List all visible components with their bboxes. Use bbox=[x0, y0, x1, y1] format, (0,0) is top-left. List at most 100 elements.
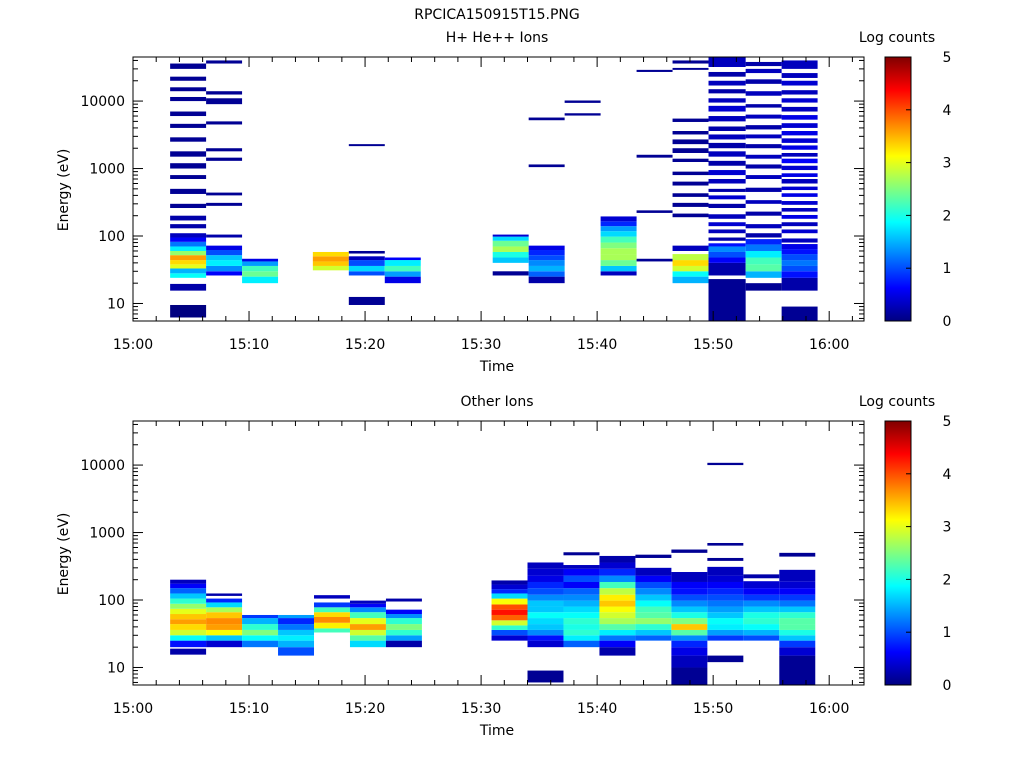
heatmap-cell bbox=[599, 562, 636, 569]
heatmap-cell bbox=[779, 606, 816, 613]
heatmap-cell bbox=[781, 265, 818, 272]
heatmap-cell bbox=[635, 618, 672, 625]
heatmap-cell bbox=[745, 61, 782, 67]
heatmap-cell bbox=[781, 60, 818, 69]
panel-h-he-ions: H+ He++ Ions Energy (eV) Time Log counts… bbox=[56, 30, 952, 375]
heatmap-cell bbox=[672, 271, 709, 277]
heatmap-cell bbox=[745, 187, 782, 192]
heatmap-cell bbox=[745, 250, 782, 258]
heatmap-cell bbox=[563, 640, 600, 648]
heatmap-cell bbox=[242, 640, 279, 648]
heatmap-cell bbox=[781, 244, 818, 250]
heatmap-cell bbox=[348, 265, 385, 272]
heatmap-cell bbox=[564, 113, 601, 116]
heatmap-cell bbox=[599, 612, 636, 619]
heatmap-cell bbox=[743, 629, 780, 636]
heatmap-cell bbox=[206, 624, 243, 630]
heatmap-cell bbox=[528, 245, 565, 251]
colorbar-2: 0 1 2 3 4 5 bbox=[884, 414, 952, 694]
heatmap-cell bbox=[781, 80, 818, 86]
heatmap-cell bbox=[671, 635, 708, 641]
heatmap-cell bbox=[708, 142, 746, 149]
heatmap-cell bbox=[600, 248, 637, 255]
heatmap-cell bbox=[314, 617, 350, 623]
heatmap-cell bbox=[672, 181, 709, 186]
heatmap-cell bbox=[708, 98, 746, 103]
heatmap-cell bbox=[242, 265, 279, 272]
colorbar-gradient bbox=[884, 56, 912, 322]
heatmap-cell bbox=[170, 640, 207, 648]
heatmap-cell bbox=[636, 154, 673, 158]
heatmap-cell bbox=[672, 60, 709, 64]
heatmap-cell bbox=[349, 624, 386, 630]
heatmap-cell bbox=[528, 276, 565, 284]
heatmap-cell bbox=[781, 208, 818, 212]
heatmap-cell bbox=[671, 629, 708, 636]
heatmap-cell bbox=[708, 105, 746, 112]
heatmap-cell bbox=[206, 192, 243, 196]
heatmap-cell bbox=[170, 608, 207, 615]
heatmap-cell bbox=[491, 614, 528, 621]
heatmap-cell bbox=[599, 647, 636, 656]
heatmap-cell bbox=[635, 567, 672, 576]
heatmap-cell bbox=[170, 593, 207, 599]
heatmap-cell bbox=[779, 647, 816, 656]
heatmap-cell bbox=[528, 265, 565, 272]
heatmap-cell bbox=[781, 158, 818, 164]
heatmap-cell bbox=[527, 581, 564, 589]
heatmap-cell bbox=[781, 131, 818, 136]
heatmap-cell bbox=[708, 229, 746, 234]
heatmap-cell bbox=[707, 606, 744, 613]
heatmap-cell bbox=[599, 640, 636, 648]
heatmap-cell bbox=[671, 572, 708, 582]
panel-2-title: Other Ions bbox=[460, 394, 533, 410]
heatmap-cell bbox=[491, 589, 528, 594]
heatmap-cell bbox=[599, 568, 636, 576]
colorbar-tick-label: 2 bbox=[943, 208, 952, 224]
heatmap-cell bbox=[671, 612, 708, 619]
heatmap-cell bbox=[707, 462, 744, 466]
heatmap-cell bbox=[563, 635, 600, 641]
heatmap-cell bbox=[278, 618, 315, 625]
heatmap-cell bbox=[206, 98, 243, 105]
heatmap-cell bbox=[312, 256, 349, 262]
heatmap-cell bbox=[349, 640, 386, 648]
panel-1-ylabel: Energy (eV) bbox=[56, 149, 72, 232]
heatmap-cell bbox=[743, 574, 780, 579]
heatmap-cell bbox=[708, 151, 746, 157]
heatmap-cell bbox=[707, 566, 744, 576]
heatmap-cell bbox=[671, 581, 708, 589]
heatmap-cell bbox=[745, 211, 782, 216]
heatmap-cell bbox=[672, 67, 709, 70]
heatmap-cell bbox=[348, 271, 385, 276]
heatmap-cell bbox=[170, 63, 207, 69]
figure-title: RPCICA150915T15.PNG bbox=[414, 7, 579, 23]
panel-1-title: H+ He++ Ions bbox=[446, 30, 549, 46]
heatmap-cell bbox=[206, 250, 243, 256]
heatmap-cell bbox=[707, 629, 744, 636]
colorbar-tick-label: 0 bbox=[943, 678, 952, 694]
heatmap-cell bbox=[492, 271, 529, 276]
heatmap-cell bbox=[781, 214, 818, 219]
heatmap-cell bbox=[708, 116, 746, 122]
x-tick-label: 15:10 bbox=[229, 701, 269, 717]
heatmap-cell bbox=[170, 151, 207, 157]
heatmap-cell bbox=[708, 57, 746, 67]
heatmap-cell bbox=[206, 618, 243, 625]
heatmap-cell bbox=[743, 624, 780, 630]
colorbar-tick-label: 3 bbox=[943, 156, 952, 172]
heatmap-cell bbox=[599, 624, 636, 630]
heatmap-cell bbox=[206, 612, 243, 619]
heatmap-cell bbox=[600, 242, 637, 249]
heatmap-cell bbox=[242, 276, 279, 284]
heatmap-cell bbox=[672, 131, 709, 135]
heatmap-cell bbox=[779, 600, 816, 607]
heatmap-cell bbox=[708, 89, 746, 94]
heatmap-cell bbox=[528, 250, 565, 256]
heatmap-cell bbox=[563, 565, 600, 569]
heatmap-cell bbox=[707, 655, 744, 663]
heatmap-cell bbox=[636, 258, 673, 262]
heatmap-cell bbox=[278, 614, 315, 619]
heatmap-cell bbox=[170, 137, 207, 142]
heatmap-cell bbox=[491, 604, 528, 610]
